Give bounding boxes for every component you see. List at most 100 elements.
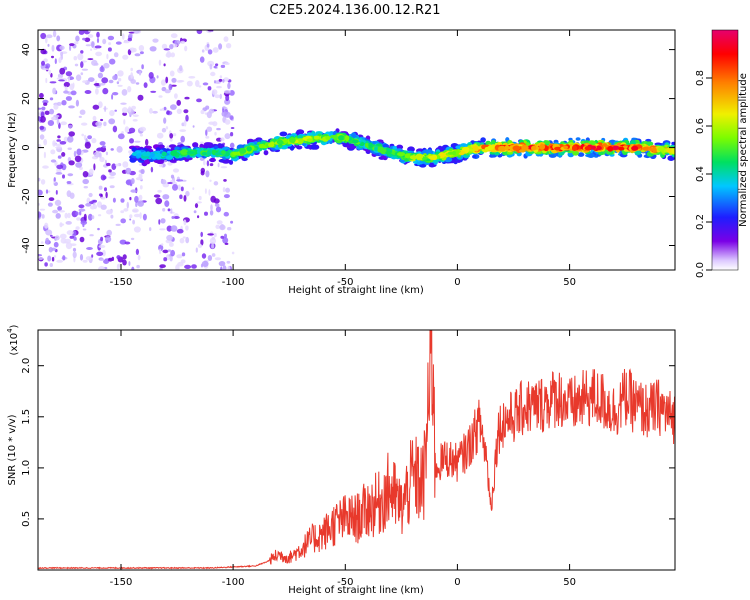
noise-speck bbox=[133, 226, 141, 233]
ridge-blob bbox=[246, 146, 252, 152]
noise-speck bbox=[89, 234, 94, 237]
noise-speck bbox=[207, 60, 215, 67]
noise-speck bbox=[77, 53, 84, 61]
ridge-blob bbox=[338, 135, 345, 141]
noise-speck bbox=[61, 100, 67, 106]
ridge-blob bbox=[587, 153, 595, 158]
ridge-blob bbox=[487, 141, 492, 145]
ridge-blob bbox=[472, 145, 478, 150]
noise-speck bbox=[84, 141, 91, 149]
snr-x-tick-label: -50 bbox=[337, 577, 353, 588]
noise-speck bbox=[224, 111, 231, 118]
noise-speck bbox=[196, 98, 202, 103]
noise-speck bbox=[125, 167, 132, 175]
noise-speck bbox=[85, 256, 92, 261]
snr-multiplier: (x104) bbox=[6, 324, 20, 355]
noise-speck bbox=[82, 37, 86, 41]
noise-speck bbox=[207, 233, 214, 236]
noise-speck bbox=[49, 81, 57, 84]
noise-speck bbox=[188, 76, 196, 79]
ridge-blob bbox=[397, 152, 406, 157]
noise-speck bbox=[219, 75, 223, 79]
ridge-blob bbox=[222, 160, 230, 164]
noise-speck bbox=[167, 182, 173, 184]
noise-speck bbox=[51, 256, 55, 262]
ridge-blob bbox=[575, 137, 581, 141]
noise-speck bbox=[139, 185, 143, 190]
ridge-blob bbox=[498, 145, 507, 152]
noise-speck bbox=[156, 75, 159, 79]
noise-speck bbox=[47, 202, 53, 207]
noise-speck bbox=[211, 253, 216, 257]
noise-speck bbox=[170, 52, 175, 58]
noise-speck bbox=[90, 205, 96, 210]
noise-speck bbox=[116, 255, 121, 260]
noise-speck bbox=[218, 261, 226, 267]
noise-speck bbox=[202, 82, 209, 86]
noise-speck bbox=[209, 179, 212, 182]
noise-speck bbox=[224, 133, 231, 140]
snr-y-tick-label: 2.0 bbox=[21, 358, 32, 374]
noise-speck bbox=[69, 235, 75, 239]
noise-speck bbox=[152, 38, 159, 43]
noise-speck bbox=[112, 92, 119, 96]
noise-speck bbox=[127, 86, 132, 93]
ridge-blob bbox=[313, 135, 321, 140]
noise-speck bbox=[224, 233, 227, 239]
noise-speck bbox=[199, 56, 205, 63]
noise-speck bbox=[95, 121, 103, 127]
noise-speck bbox=[82, 171, 89, 178]
ridge-blob bbox=[425, 149, 434, 156]
noise-speck bbox=[56, 118, 60, 125]
ridge-blob bbox=[306, 138, 313, 142]
noise-speck bbox=[49, 97, 54, 101]
snr-x-label: Height of straight line (km) bbox=[288, 585, 424, 596]
noise-speck bbox=[204, 211, 208, 216]
noise-speck bbox=[198, 85, 202, 88]
ridge-blob bbox=[296, 145, 303, 150]
noise-speck bbox=[132, 47, 137, 53]
ridge-blob bbox=[531, 145, 537, 151]
noise-speck bbox=[50, 149, 56, 155]
noise-speck bbox=[39, 115, 46, 123]
noise-speck bbox=[57, 135, 61, 139]
noise-speck bbox=[180, 186, 184, 192]
noise-speck bbox=[110, 214, 114, 219]
ridge-blob bbox=[409, 155, 418, 160]
noise-speck bbox=[74, 41, 79, 45]
noise-speck bbox=[61, 152, 66, 157]
noise-speck bbox=[58, 210, 66, 213]
noise-speck bbox=[115, 223, 121, 226]
ridge-blob bbox=[631, 145, 639, 151]
noise-speck bbox=[78, 208, 86, 212]
ridge-blob bbox=[258, 143, 266, 149]
noise-speck bbox=[114, 109, 117, 112]
noise-speck bbox=[45, 237, 50, 245]
snr-y-ticks: 0.5 1.0 1.5 2.0 bbox=[21, 358, 675, 527]
noise-speck bbox=[209, 63, 213, 70]
noise-speck bbox=[45, 77, 48, 84]
noise-speck bbox=[39, 208, 46, 211]
noise-speck bbox=[98, 266, 106, 270]
noise-speck bbox=[169, 133, 174, 139]
noise-speck bbox=[91, 254, 94, 258]
noise-speck bbox=[183, 109, 189, 114]
noise-speck bbox=[227, 265, 231, 270]
noise-speck bbox=[108, 118, 116, 125]
noise-speck bbox=[139, 212, 142, 219]
noise-speck bbox=[43, 58, 48, 63]
noise-speck bbox=[176, 80, 183, 83]
noise-speck bbox=[43, 138, 48, 146]
ridge-blob bbox=[671, 148, 675, 154]
noise-speck bbox=[137, 201, 141, 204]
noise-speck bbox=[81, 68, 89, 71]
noise-speck bbox=[75, 211, 79, 216]
noise-speck bbox=[100, 236, 104, 242]
noise-speck bbox=[102, 87, 109, 95]
noise-speck bbox=[38, 211, 42, 218]
snr-x-tick-label: 50 bbox=[563, 577, 576, 588]
ridge-blob bbox=[563, 145, 569, 150]
noise-speck bbox=[79, 253, 84, 261]
ridge-blob bbox=[374, 146, 379, 152]
noise-speck bbox=[83, 134, 87, 141]
